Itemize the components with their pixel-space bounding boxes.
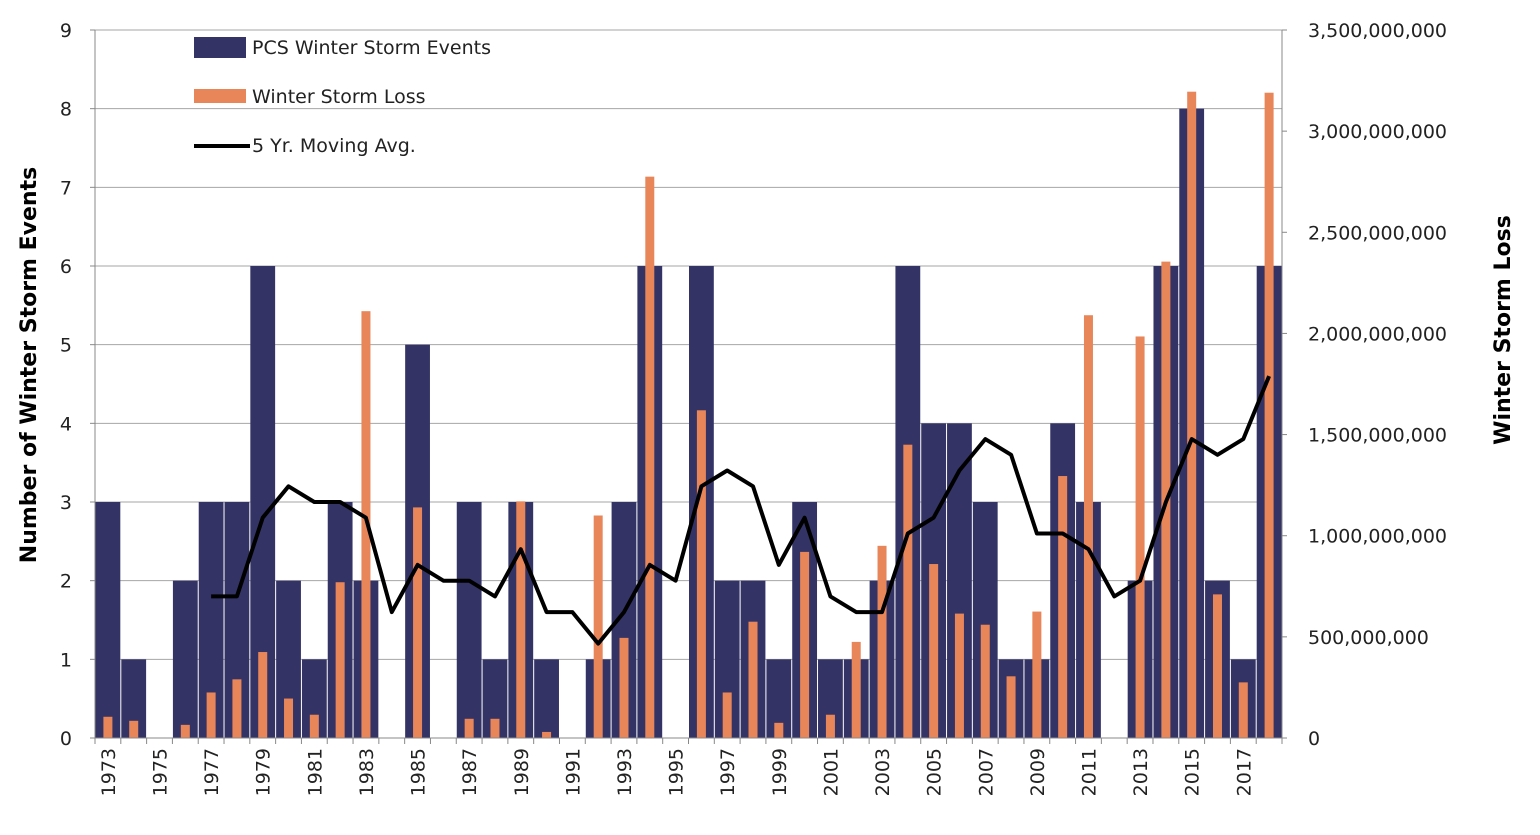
x-axis-tick-label: 1973 bbox=[98, 748, 120, 796]
right-axis-tick-label: 2,000,000,000 bbox=[1308, 323, 1447, 345]
loss-bar bbox=[954, 613, 964, 738]
legend-label-loss: Winter Storm Loss bbox=[252, 86, 426, 108]
events-bar bbox=[534, 659, 559, 738]
loss-bar bbox=[929, 564, 939, 738]
loss-bar bbox=[748, 621, 758, 738]
events-bar bbox=[95, 502, 121, 738]
right-axis-tick-label: 0 bbox=[1308, 728, 1320, 750]
x-axis-tick-label: 1977 bbox=[201, 748, 223, 796]
x-axis-tick-label: 1981 bbox=[304, 748, 326, 796]
x-axis-tick-label: 1993 bbox=[614, 748, 636, 796]
right-axis-tick-label: 500,000,000 bbox=[1308, 627, 1429, 649]
x-axis-tick-label: 2007 bbox=[975, 748, 997, 796]
loss-bar bbox=[490, 718, 500, 738]
loss-bar bbox=[1083, 315, 1093, 738]
loss-bar bbox=[1212, 594, 1222, 738]
left-axis-tick-labels: 0 1 2 3 4 5 6 7 8 9 bbox=[60, 20, 72, 750]
loss-bar bbox=[258, 652, 268, 738]
loss-bar bbox=[180, 724, 190, 738]
x-axis-tick-label: 2005 bbox=[924, 748, 946, 796]
loss-bar bbox=[103, 716, 113, 738]
loss-bar bbox=[413, 507, 423, 738]
x-axis-tick-label: 2011 bbox=[1079, 748, 1101, 796]
loss-bar bbox=[309, 714, 319, 738]
x-axis-tick-label: 2015 bbox=[1182, 748, 1204, 796]
loss-bar bbox=[645, 176, 655, 738]
x-axis-tick-label: 2003 bbox=[872, 748, 894, 796]
right-axis-tick-label: 1,000,000,000 bbox=[1308, 526, 1447, 548]
loss-bar bbox=[851, 641, 861, 738]
loss-bar bbox=[1058, 476, 1068, 738]
x-axis-tick-label: 2017 bbox=[1233, 748, 1255, 796]
x-axis-tick-label: 1997 bbox=[717, 748, 739, 796]
x-axis-tick-label: 1995 bbox=[666, 748, 688, 796]
left-axis-title: Number of Winter Storm Events bbox=[17, 167, 42, 563]
loss-bar bbox=[903, 444, 913, 738]
left-axis-tick-label: 3 bbox=[60, 492, 72, 514]
left-axis-tick-label: 4 bbox=[60, 413, 72, 435]
x-axis-tick-label: 1991 bbox=[562, 748, 584, 796]
loss-bar bbox=[696, 410, 706, 738]
x-axis-tick-label: 1983 bbox=[356, 748, 378, 796]
loss-bar bbox=[464, 718, 474, 738]
x-axis-tick-labels: 1973 1975 1977 1979 1981 1983 1985 1987 1989 1991… bbox=[98, 748, 1255, 796]
loss-bar bbox=[1238, 682, 1248, 738]
x-axis-tick-label: 1989 bbox=[511, 748, 533, 796]
loss-bar bbox=[722, 692, 732, 738]
loss-bar bbox=[825, 714, 835, 738]
legend: PCS Winter Storm Events Winter Storm Los… bbox=[194, 37, 491, 157]
moving-average-polyline bbox=[211, 375, 1271, 646]
events-bar bbox=[172, 580, 198, 738]
legend-label-moving-avg: 5 Yr. Moving Avg. bbox=[252, 135, 416, 157]
loss-bar bbox=[206, 692, 216, 738]
right-axis-tick-label: 1,500,000,000 bbox=[1308, 425, 1447, 447]
loss-bar bbox=[1006, 676, 1016, 738]
left-axis-tick-label: 2 bbox=[60, 571, 72, 593]
right-axis-tick-label: 3,500,000,000 bbox=[1308, 20, 1447, 42]
right-axis-tick-label: 3,000,000,000 bbox=[1308, 121, 1447, 143]
x-axis-tick-label: 1975 bbox=[150, 748, 172, 796]
x-axis-tick-label: 1999 bbox=[769, 748, 791, 796]
loss-bar bbox=[1032, 611, 1042, 738]
left-axis-tick-label: 9 bbox=[60, 20, 72, 42]
loss-bar bbox=[284, 698, 294, 738]
right-axis-tick-labels: 0 500,000,000 1,000,000,000 1,500,000,000 2,… bbox=[1308, 20, 1447, 750]
legend-swatch-loss bbox=[194, 89, 246, 103]
left-axis-tick-label: 8 bbox=[60, 99, 72, 121]
x-axis-tick-label: 1987 bbox=[459, 748, 481, 796]
loss-bar bbox=[593, 515, 603, 738]
x-axis-tick-label: 1979 bbox=[253, 748, 275, 796]
loss-bar bbox=[1264, 92, 1274, 739]
left-axis-tick-label: 0 bbox=[60, 728, 72, 750]
left-axis-tick-label: 1 bbox=[60, 649, 72, 671]
loss-bar bbox=[980, 624, 990, 738]
legend-label-events: PCS Winter Storm Events bbox=[252, 37, 491, 59]
right-axis-tick-label: 2,500,000,000 bbox=[1308, 222, 1447, 244]
events-bar bbox=[456, 502, 482, 738]
loss-bar bbox=[1135, 336, 1145, 738]
left-axis-tick-label: 6 bbox=[60, 256, 72, 278]
axes bbox=[90, 29, 1287, 744]
loss-bar bbox=[335, 582, 345, 738]
loss-bar bbox=[129, 720, 139, 738]
loss-bar bbox=[542, 731, 552, 738]
loss-bar bbox=[877, 545, 887, 738]
x-axis-tick-label: 2013 bbox=[1130, 748, 1152, 796]
legend-swatch-events bbox=[194, 37, 246, 58]
left-axis-tick-label: 5 bbox=[60, 335, 72, 357]
x-axis-tick-label: 1985 bbox=[408, 748, 430, 796]
loss-bar bbox=[516, 501, 526, 738]
moving-average-line bbox=[211, 375, 1271, 646]
loss-bar bbox=[232, 679, 242, 738]
loss-bar bbox=[619, 637, 629, 738]
left-axis-tick-label: 7 bbox=[60, 177, 72, 199]
x-axis-tick-label: 2001 bbox=[820, 748, 842, 796]
loss-bar bbox=[774, 722, 784, 738]
x-axis-tick-label: 2009 bbox=[1027, 748, 1049, 796]
loss-bar bbox=[800, 551, 810, 738]
right-axis-title: Winter Storm Loss bbox=[1491, 215, 1516, 445]
loss-bar bbox=[1187, 91, 1197, 738]
